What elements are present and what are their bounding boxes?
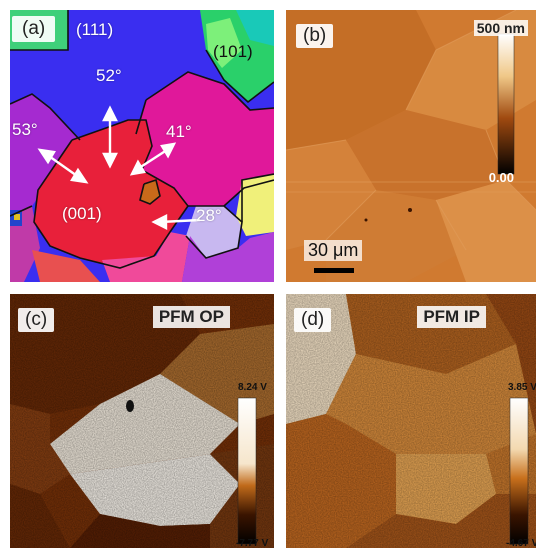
colorbar-bottom-label: -4.67 V	[506, 538, 536, 548]
panel-d-pfm-ip: (d) PFM IP 3.85 V -4.67 V	[286, 294, 536, 548]
angle-label-52: 52°	[96, 66, 122, 85]
grain-label-001: (001)	[62, 204, 102, 223]
pfm-ip-map	[286, 294, 536, 548]
colorbar-bottom-label: 0.00	[488, 170, 514, 185]
angle-label-41: 41°	[166, 122, 192, 141]
panel-c-title: PFM OP	[152, 306, 230, 328]
colorbar-top-label: 3.85 V	[508, 382, 536, 393]
colorbar-top-label: 8.24 V	[238, 382, 267, 393]
grain-label-111: (111)	[76, 20, 114, 39]
panel-c-pfm-op: (c) PFM OP 8.24 V -7.77 V	[10, 294, 274, 548]
panel-d-label: (d)	[294, 308, 332, 332]
colorbar-bottom-label: -7.77 V	[236, 538, 269, 548]
panel-c-label: (c)	[18, 308, 55, 332]
grain-label-101: (101)	[213, 42, 253, 61]
colorbar-top-label: 500 nm	[473, 20, 528, 36]
panel-d-title: PFM IP	[417, 306, 486, 328]
panel-a-ebsd-map: (a) (111) (101) (001) 52° 53° 41° 28°	[10, 10, 274, 282]
scale-bar-label: 30 μm	[304, 240, 363, 261]
ebsd-grain-map	[10, 10, 274, 282]
misorientation-arrows	[37, 105, 201, 230]
pfm-op-map	[10, 294, 274, 548]
angle-label-28: 28°	[196, 206, 222, 225]
topography-map	[286, 10, 536, 282]
panel-a-label: (a)	[12, 16, 56, 42]
panel-b-label: (b)	[296, 24, 334, 48]
angle-label-53: 53°	[12, 120, 38, 139]
panel-b-topography: (b) 500 nm 0.00 30 μm	[286, 10, 536, 282]
